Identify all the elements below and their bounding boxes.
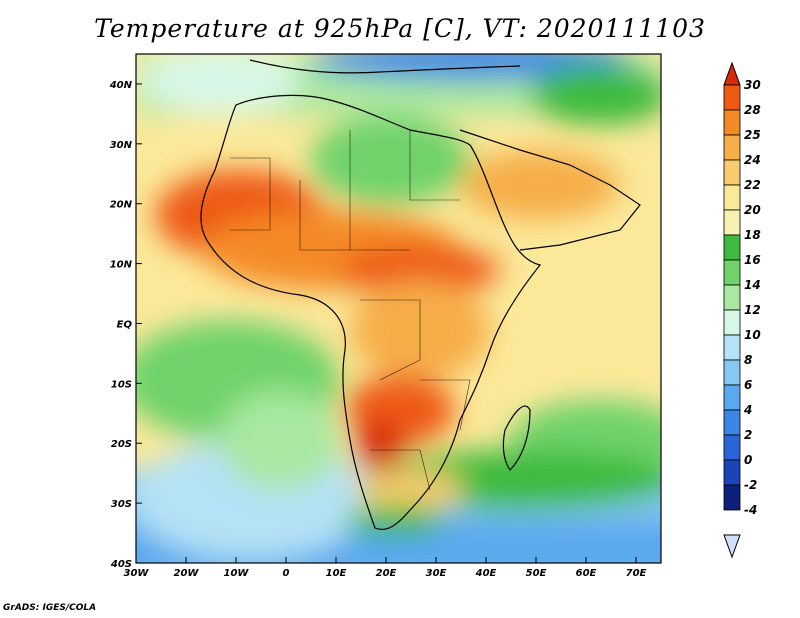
colorbar-label: 14	[744, 278, 761, 292]
coastline-lines	[200, 59, 641, 531]
colorbar-swatch	[723, 134, 741, 161]
y-tick-label: 30N	[110, 140, 133, 151]
country-borders	[230, 130, 471, 491]
colorbar-label: 4	[743, 403, 752, 417]
y-tick-label: 40N	[109, 80, 133, 91]
x-tick-label: 20E	[376, 568, 397, 579]
y-tick-label: EQ	[117, 319, 133, 330]
y-tick-label: 30S	[111, 499, 132, 510]
colorbar-swatch	[723, 284, 741, 311]
x-tick-label: 60E	[576, 568, 597, 579]
colorbar-swatch	[723, 84, 741, 111]
colorbar-label: 18	[744, 228, 761, 242]
colorbar-top-arrow	[723, 61, 741, 86]
x-tick-label: 30E	[426, 568, 447, 579]
map-frame	[135, 53, 662, 564]
colorbar-label: 2	[744, 428, 752, 442]
y-tick-label: 10S	[111, 379, 132, 390]
y-tick-label: 40S	[110, 559, 132, 570]
x-tick-label: 50E	[526, 568, 547, 579]
y-axis-ticks: 40N 30N 20N 10N EQ 10S 20S 30S 40S	[109, 80, 142, 570]
colorbar-label: 22	[744, 178, 761, 192]
colorbar-label: 0	[744, 453, 752, 467]
grads-credit: GrADS: IGES/COLA	[3, 603, 97, 613]
colorbar-label: 8	[744, 353, 752, 367]
x-tick-label: 30W	[124, 568, 150, 579]
colorbar-swatch	[723, 309, 741, 336]
colorbar-label: 20	[744, 203, 761, 217]
colorbar-swatch	[723, 234, 741, 261]
colorbar-swatch	[723, 109, 741, 136]
y-tick-label: 10N	[110, 260, 133, 271]
y-tick-label: 20S	[111, 439, 132, 450]
colorbar-label: -4	[744, 503, 757, 517]
temperature-field	[136, 54, 661, 563]
colorbar-label: 12	[744, 303, 761, 317]
x-tick-label: 40E	[475, 568, 497, 579]
y-tick-label: 20N	[110, 200, 133, 211]
colorbar-label: 28	[744, 103, 761, 117]
colorbar-swatch	[723, 359, 741, 386]
colorbar-swatch	[723, 434, 741, 461]
colorbar-label: 24	[744, 153, 761, 167]
colorbar-label: 25	[744, 128, 761, 142]
colorbar-label: 6	[744, 378, 752, 392]
colorbar-swatch	[723, 409, 741, 436]
colorbar-swatch	[723, 184, 741, 211]
colorbar-swatch	[723, 384, 741, 411]
colorbar-swatch	[723, 259, 741, 286]
colorbar-label: 10	[744, 328, 761, 342]
colorbar-swatch	[723, 334, 741, 361]
x-tick-label: 10W	[224, 568, 250, 579]
colorbar-bottom-arrow	[723, 534, 741, 559]
x-tick-label: 70E	[626, 568, 647, 579]
x-axis-ticks: 30W 20W 10W 0 10E 20E 30E 40E 50E 60E 70E	[124, 557, 647, 579]
colorbar-swatch	[723, 209, 741, 236]
x-tick-label: 20W	[174, 568, 200, 579]
colorbar-swatch	[723, 484, 741, 511]
x-tick-label: 0	[283, 568, 290, 579]
colorbar-label: 30	[744, 78, 761, 92]
colorbar-swatch	[723, 459, 741, 486]
colorbar-swatch	[723, 159, 741, 186]
colorbar-label: -2	[744, 478, 757, 492]
x-tick-label: 10E	[326, 568, 347, 579]
colorbar-label: 16	[744, 253, 761, 267]
map-title: Temperature at 925hPa [C], VT: 202011110…	[94, 14, 706, 43]
